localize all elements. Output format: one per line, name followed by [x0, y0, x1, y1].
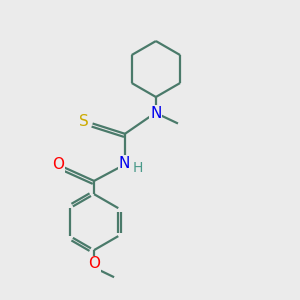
Text: S: S	[80, 114, 89, 129]
Text: N: N	[150, 106, 162, 121]
Text: O: O	[52, 157, 64, 172]
Text: H: H	[132, 161, 142, 175]
Text: O: O	[88, 256, 100, 272]
Text: N: N	[119, 156, 130, 171]
